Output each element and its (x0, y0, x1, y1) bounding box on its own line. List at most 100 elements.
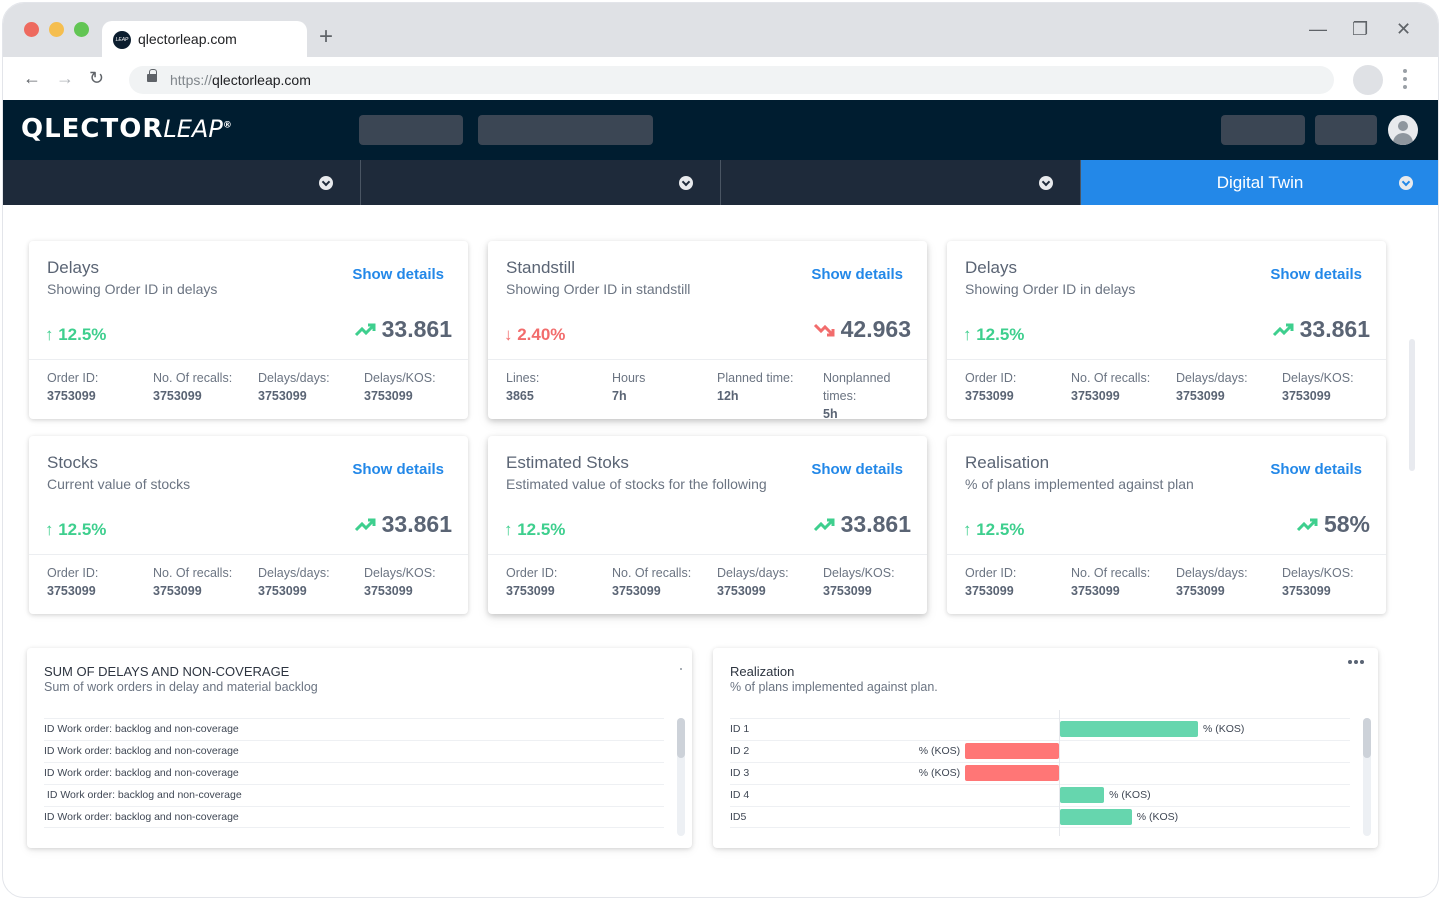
card-stat-label: Delays/days: (258, 371, 330, 385)
card-stat-value: 3753099 (965, 584, 1014, 598)
sub-navigation: Digital Twin (3, 160, 1438, 205)
trending-up-icon (354, 518, 376, 531)
show-details-link[interactable]: Show details (352, 461, 444, 478)
more-options-icon[interactable] (1348, 660, 1364, 664)
card-delta: ↑ 12.5% (45, 325, 107, 344)
chart-bar-label: % (KOS) (918, 767, 961, 779)
restore-icon[interactable]: ❐ (1352, 19, 1369, 39)
url-bar[interactable]: https://qlectorleap.com (129, 66, 1334, 94)
page-scrollbar[interactable] (1409, 339, 1415, 471)
card-stat-label: Hours (612, 371, 646, 385)
card-stat-value: 3753099 (1176, 584, 1225, 598)
list-item[interactable]: ID Work order: backlog and non-coverage (44, 718, 664, 740)
url-host: qlectorleap.com (212, 72, 311, 88)
realization-scrollbar[interactable] (1363, 718, 1371, 836)
card-subtitle: Current value of stocks (47, 476, 191, 492)
back-icon[interactable]: ← (23, 68, 41, 88)
card-stat: Hours 7h (612, 369, 645, 405)
chart-bar[interactable] (1060, 787, 1105, 803)
card-divider (488, 359, 927, 360)
browser-menu-icon[interactable] (1403, 69, 1407, 93)
chevron-down-icon (319, 176, 333, 190)
subnav-tab-1[interactable] (3, 160, 361, 205)
trending-up-icon (813, 518, 835, 531)
show-details-link[interactable]: Show details (1270, 461, 1362, 478)
card-delta: ↑ 12.5% (963, 520, 1025, 539)
chart-category-label: ID 2 (730, 740, 1350, 762)
kpi-card: Realisation % of plans implemented agains… (947, 436, 1386, 614)
card-stat: Delays/days: 3753099 (258, 369, 330, 405)
user-avatar-icon[interactable] (1388, 115, 1418, 145)
panel-menu-dot[interactable] (680, 668, 682, 670)
card-stat-label: Planned time: (717, 371, 794, 385)
chart-bar-label: % (KOS) (1203, 723, 1245, 735)
trending-up-icon (354, 323, 376, 336)
maximize-window-dot[interactable] (74, 22, 89, 37)
card-stat-value: 7h (612, 389, 627, 403)
card-subtitle: Showing Order ID in delays (47, 281, 218, 297)
card-stat-value: 3753099 (1071, 389, 1120, 403)
subnav-tab-label: Digital Twin (1216, 173, 1304, 192)
card-title: Realisation (965, 453, 1050, 472)
browser-tab[interactable]: LEAP qlectorleap.com (102, 21, 307, 57)
header-nav-button-1[interactable] (359, 115, 463, 145)
chart-bar[interactable] (1060, 721, 1198, 737)
new-tab-icon[interactable]: + (319, 23, 334, 50)
list-item[interactable]: ID Work order: backlog and non-coverage (44, 740, 664, 762)
browser-profile-icon[interactable] (1353, 65, 1383, 95)
card-stat: No. Of recalls: 3753099 (153, 564, 232, 600)
subnav-tab-digital-twin[interactable]: Digital Twin (1081, 160, 1438, 205)
card-title: Stocks (47, 453, 99, 472)
chart-bar[interactable] (965, 743, 1059, 759)
card-stat-value: 12h (717, 389, 739, 403)
card-stat-label: Delays/KOS: (823, 566, 895, 580)
card-stat: Nonplanned times: 5h (823, 369, 927, 423)
list-item[interactable]: ID Work order: backlog and non-coverage (44, 784, 664, 806)
card-value: 33.861 (840, 511, 911, 537)
logo-mark: ® (222, 120, 233, 131)
minimize-window-dot[interactable] (49, 22, 64, 37)
qlector-leap-logo[interactable]: QLECTORLEAP® (21, 114, 233, 144)
show-details-link[interactable]: Show details (1270, 266, 1362, 283)
list-item[interactable]: ID Work order: backlog and non-coverage (44, 762, 664, 784)
show-details-link[interactable]: Show details (811, 461, 903, 478)
minimize-icon[interactable]: — (1309, 19, 1327, 39)
header-action-button-2[interactable] (1315, 115, 1377, 145)
url-scheme: https:// (170, 72, 213, 88)
header-nav-button-2[interactable] (478, 115, 653, 145)
kpi-card: Delays Showing Order ID in delays Show det… (947, 241, 1386, 419)
card-stat: Order ID: 3753099 (965, 369, 1016, 405)
show-details-link[interactable]: Show details (811, 266, 903, 283)
card-value: 42.963 (840, 316, 911, 342)
card-delta: ↑ 12.5% (504, 520, 566, 539)
card-subtitle: % of plans implemented against plan (965, 476, 1194, 492)
card-subtitle: Showing Order ID in delays (965, 281, 1136, 297)
chart-bar[interactable] (1060, 809, 1132, 825)
card-stat-value: 3753099 (47, 584, 96, 598)
card-stat-value: 3753099 (364, 584, 413, 598)
show-details-link[interactable]: Show details (352, 266, 444, 283)
card-stat-value: 3753099 (506, 584, 555, 598)
reload-icon[interactable]: ↻ (89, 68, 105, 88)
close-icon[interactable]: ✕ (1396, 19, 1412, 39)
chart-bar-label: % (KOS) (1136, 811, 1179, 823)
card-divider (29, 554, 468, 555)
chart-bar[interactable] (965, 765, 1059, 781)
card-stat-label: No. Of recalls: (153, 371, 233, 385)
forward-icon[interactable]: → (56, 68, 74, 88)
realization-panel: Realization % of plans implemented again… (713, 648, 1378, 848)
list-item[interactable]: ID Work order: backlog and non-coverage (44, 806, 664, 828)
delays-panel-subtitle: Sum of work orders in delay and material… (44, 680, 318, 694)
card-delta: ↑ 12.5% (45, 520, 107, 539)
card-stat: Delays/days: 3753099 (258, 564, 330, 600)
card-subtitle: Showing Order ID in standstill (506, 281, 691, 297)
card-title: Delays (47, 258, 99, 277)
delays-list-scrollbar[interactable] (677, 718, 685, 836)
card-stat-label: Order ID: (47, 566, 99, 580)
close-window-dot[interactable] (24, 22, 39, 37)
card-stat-value: 3865 (506, 389, 534, 403)
subnav-tab-3[interactable] (721, 160, 1081, 205)
header-action-button-1[interactable] (1221, 115, 1305, 145)
subnav-tab-2[interactable] (361, 160, 721, 205)
chevron-down-icon (679, 176, 693, 190)
